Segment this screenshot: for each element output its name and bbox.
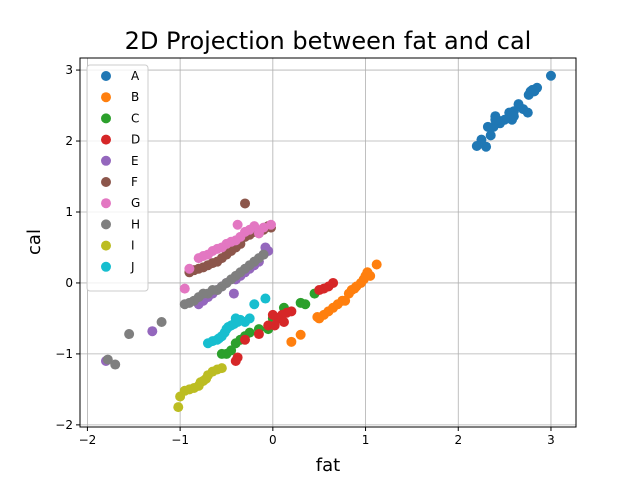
data-point: [184, 263, 195, 274]
data-point: [508, 111, 519, 122]
legend-marker: [101, 219, 111, 230]
y-tick-label: 3: [65, 63, 73, 77]
data-point: [295, 329, 306, 340]
data-point: [216, 348, 227, 359]
y-tick-label: 0: [65, 276, 73, 290]
data-point: [490, 114, 501, 125]
x-tick-label: −1: [171, 433, 189, 447]
y-tick-label: 1: [65, 205, 73, 219]
data-point: [228, 288, 239, 299]
plot-frame: [79, 57, 577, 428]
data-point: [295, 297, 306, 308]
data-point: [193, 253, 204, 264]
legend-label: E: [131, 154, 139, 168]
x-tick-label: 0: [269, 433, 277, 447]
legend-marker: [101, 71, 111, 81]
legend-marker: [101, 134, 111, 145]
legend-label: J: [130, 260, 135, 274]
data-point: [349, 283, 360, 294]
data-point: [175, 391, 186, 402]
series-j: [202, 293, 271, 349]
data-point: [471, 140, 482, 151]
legend-marker: [101, 113, 111, 124]
series-g: [179, 219, 276, 294]
data-point: [513, 99, 524, 110]
data-point: [481, 141, 492, 152]
data-point: [485, 130, 496, 141]
data-point: [179, 283, 190, 294]
data-point: [545, 70, 556, 81]
series-i: [173, 363, 227, 413]
x-tick-label: 1: [362, 433, 370, 447]
data-point: [240, 334, 251, 345]
data-point: [482, 121, 493, 132]
axis-ticks: −2 −1 0 1 2 3 −2 −1 0 1 2 3: [55, 63, 554, 447]
legend-label: H: [131, 217, 140, 231]
chart-title: 2D Projection between fat and cal: [125, 27, 532, 55]
data-point: [286, 336, 297, 347]
data-points: [100, 70, 556, 413]
legend-marker: [101, 155, 111, 166]
legend-marker: [101, 198, 111, 209]
data-point: [156, 316, 167, 327]
data-point: [232, 219, 243, 230]
x-tick-label: −2: [79, 433, 97, 447]
series-b: [286, 259, 382, 347]
legend-label: I: [131, 239, 135, 253]
data-point: [124, 329, 135, 340]
legend-marker: [101, 240, 111, 251]
data-point: [249, 299, 260, 310]
data-point: [332, 299, 343, 310]
grid: [80, 58, 576, 427]
data-point: [102, 354, 113, 365]
data-point: [240, 198, 251, 209]
legend-marker: [101, 261, 111, 272]
data-point: [260, 293, 271, 304]
legend-label: G: [131, 196, 140, 210]
series-h: [102, 249, 269, 370]
series-d: [230, 277, 339, 367]
legend-marker: [101, 177, 111, 187]
data-point: [110, 359, 121, 370]
y-tick-label: −1: [55, 347, 73, 361]
data-point: [202, 338, 213, 349]
x-tick-label: 3: [547, 433, 555, 447]
y-tick-label: −2: [55, 418, 73, 432]
data-point: [230, 338, 241, 349]
data-point: [253, 228, 264, 239]
data-point: [312, 312, 323, 323]
data-point: [173, 402, 184, 413]
data-point: [278, 316, 289, 327]
data-point: [371, 259, 382, 270]
legend-label: B: [131, 90, 139, 104]
legend-label: D: [131, 133, 140, 147]
data-point: [360, 270, 371, 281]
data-point: [267, 309, 278, 320]
y-axis-title: cal: [24, 229, 45, 255]
y-tick-label: 2: [65, 134, 73, 148]
data-point: [179, 299, 190, 310]
series-a: [471, 70, 556, 152]
x-tick-label: 2: [454, 433, 462, 447]
data-point: [269, 320, 280, 331]
legend-marker: [101, 92, 111, 103]
x-axis-title: fat: [316, 455, 340, 476]
data-point: [147, 326, 158, 337]
legend-label: A: [131, 69, 140, 83]
data-point: [529, 86, 540, 97]
legend-label: F: [131, 175, 138, 189]
data-point: [314, 285, 325, 296]
data-point: [253, 329, 264, 340]
data-point: [230, 356, 241, 367]
legend-label: C: [131, 111, 139, 125]
